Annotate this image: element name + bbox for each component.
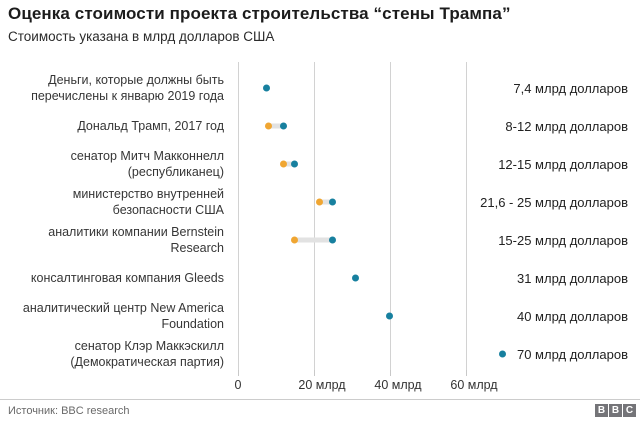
row-dot-area (238, 297, 528, 335)
footer-divider (0, 399, 640, 400)
gridline-40 (390, 62, 391, 370)
bbc-logo-block: B (609, 404, 622, 417)
chart-row: Дональд Трамп, 2017 год 8-12 млрд доллар… (0, 107, 640, 145)
row-value-label: 15-25 млрд долларов (498, 232, 628, 248)
range-connector (319, 199, 333, 205)
estimate-dot-low (264, 122, 272, 130)
estimate-dot (499, 350, 507, 358)
x-axis-label-60: 60 млрд (450, 378, 498, 392)
axis-tick-60 (466, 370, 467, 376)
x-axis-label-40: 40 млрд (374, 378, 422, 392)
range-connector (283, 161, 295, 167)
bbc-logo-block: C (623, 404, 636, 417)
chart-row: Деньги, которые должны быть перечислены … (0, 69, 640, 107)
row-source-label: сенатор Клэр Маккэскилл (Демократическая… (70, 338, 224, 369)
chart-row: сенатор Клэр Маккэскилл (Демократическая… (0, 335, 640, 373)
chart-row: министерство внутренней безопасности США… (0, 183, 640, 221)
axis-tick-0 (238, 370, 239, 376)
row-dot-area (238, 221, 528, 259)
row-dot-area (238, 69, 528, 107)
estimate-dot-low (291, 236, 299, 244)
row-source-label: аналитики компании Bernstein Research (48, 224, 224, 255)
bbc-logo: B B C (595, 404, 636, 417)
chart-row: консалтинговая компания Gleeds 31 млрд д… (0, 259, 640, 297)
x-axis-label-0: 0 (234, 378, 242, 392)
row-dot-area (238, 335, 528, 373)
gridline-0 (238, 62, 239, 370)
row-source-label: аналитический центр New America Foundati… (22, 300, 224, 331)
row-source-label: министерство внутренней безопасности США (72, 186, 224, 217)
row-source-label: Дональд Трамп, 2017 год (77, 118, 224, 133)
x-axis-label-20: 20 млрд (298, 378, 346, 392)
estimate-dot-low (316, 198, 324, 206)
row-dot-area (238, 259, 528, 297)
estimate-dot-low (279, 160, 287, 168)
page-subtitle: Стоимость указана в млрд долларов США (8, 29, 275, 44)
row-source-label: Деньги, которые должны быть перечислены … (31, 72, 224, 103)
row-dot-area (238, 145, 528, 183)
row-source-label: консалтинговая компания Gleeds (30, 270, 224, 285)
range-connector (268, 123, 284, 129)
row-value-label: 31 млрд долларов (516, 270, 628, 286)
axis-tick-20 (314, 370, 315, 376)
row-value-label: 21,6 - 25 млрд долларов (480, 194, 628, 210)
page-title: Оценка стоимости проекта строительства “… (8, 4, 511, 23)
source-note: Источник: BBC research (8, 405, 130, 417)
estimate-dot-high (329, 236, 337, 244)
gridline-20 (314, 62, 315, 370)
chart-row: сенатор Митч Макконнелл (республиканец) … (0, 145, 640, 183)
estimate-dot-high (291, 160, 299, 168)
chart-row: аналитический центр New America Foundati… (0, 297, 640, 335)
estimate-dot (385, 312, 393, 320)
row-value-label: 8-12 млрд долларов (505, 118, 628, 134)
gridline-60 (466, 62, 467, 370)
row-value-label: 7,4 млрд долларов (513, 80, 628, 96)
row-dot-area (238, 183, 528, 221)
row-source-label: сенатор Митч Макконнелл (республиканец) (70, 148, 224, 179)
chart-row: аналитики компании Bernstein Research 15… (0, 221, 640, 259)
row-value-label: 12-15 млрд долларов (498, 156, 628, 172)
row-value-label: 40 млрд долларов (516, 308, 628, 324)
estimate-dot (262, 84, 270, 92)
row-dot-area (238, 107, 528, 145)
range-connector (294, 237, 333, 243)
axis-tick-40 (390, 370, 391, 376)
estimate-dot (351, 274, 359, 282)
bbc-logo-block: B (595, 404, 608, 417)
estimate-dot-high (279, 122, 287, 130)
estimate-dot-high (329, 198, 337, 206)
row-value-label: 70 млрд долларов (516, 346, 628, 362)
dot-range-chart: 0 20 млрд 40 млрд 60 млрд Деньги, которы… (0, 56, 640, 396)
